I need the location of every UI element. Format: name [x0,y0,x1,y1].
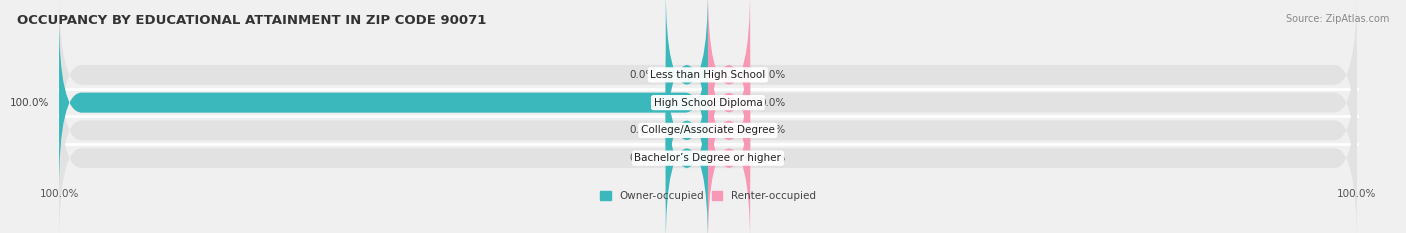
Legend: Owner-occupied, Renter-occupied: Owner-occupied, Renter-occupied [596,187,820,205]
Text: Bachelor’s Degree or higher: Bachelor’s Degree or higher [634,153,782,163]
FancyBboxPatch shape [666,0,709,162]
Text: 0.0%: 0.0% [630,153,657,163]
Text: High School Diploma: High School Diploma [654,98,762,108]
FancyBboxPatch shape [59,15,709,190]
FancyBboxPatch shape [59,71,1357,233]
Text: Source: ZipAtlas.com: Source: ZipAtlas.com [1285,14,1389,24]
Text: 0.0%: 0.0% [759,98,786,108]
Text: 0.0%: 0.0% [759,153,786,163]
Text: 0.0%: 0.0% [759,125,786,135]
Text: College/Associate Degree: College/Associate Degree [641,125,775,135]
FancyBboxPatch shape [59,43,1357,218]
Text: 100.0%: 100.0% [10,98,49,108]
FancyBboxPatch shape [709,71,749,233]
FancyBboxPatch shape [709,15,749,190]
FancyBboxPatch shape [59,15,1357,190]
FancyBboxPatch shape [709,0,749,162]
Text: Less than High School: Less than High School [651,70,765,80]
FancyBboxPatch shape [59,0,1357,162]
Text: 0.0%: 0.0% [630,70,657,80]
Text: 0.0%: 0.0% [630,125,657,135]
Text: 0.0%: 0.0% [759,70,786,80]
FancyBboxPatch shape [709,43,749,218]
FancyBboxPatch shape [666,43,709,218]
Text: OCCUPANCY BY EDUCATIONAL ATTAINMENT IN ZIP CODE 90071: OCCUPANCY BY EDUCATIONAL ATTAINMENT IN Z… [17,14,486,27]
FancyBboxPatch shape [666,71,709,233]
